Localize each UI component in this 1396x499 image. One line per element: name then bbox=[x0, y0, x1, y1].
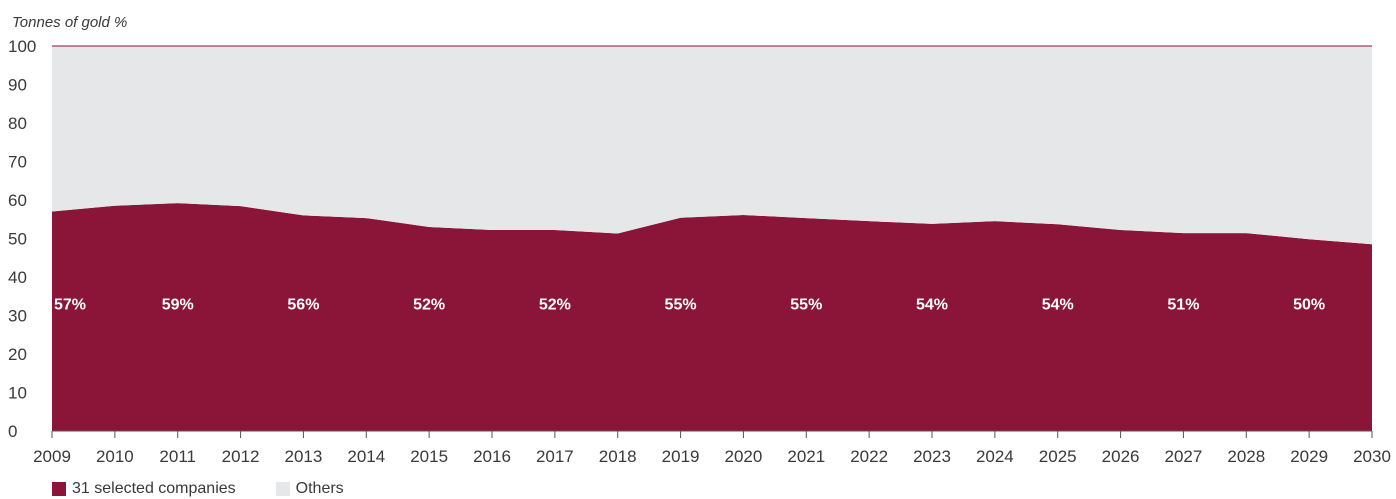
y-tick-label: 100 bbox=[8, 37, 36, 56]
data-label: 51% bbox=[1167, 297, 1199, 314]
data-label: 59% bbox=[162, 297, 194, 314]
x-tick-label: 2018 bbox=[599, 447, 637, 466]
y-tick-label: 30 bbox=[8, 307, 27, 326]
y-tick-label: 20 bbox=[8, 345, 27, 364]
data-label: 55% bbox=[790, 297, 822, 314]
legend-item-others: Others bbox=[275, 480, 344, 498]
data-label: 54% bbox=[1042, 297, 1074, 314]
x-tick-label: 2028 bbox=[1227, 447, 1265, 466]
data-label: 52% bbox=[539, 297, 571, 314]
data-label: 54% bbox=[916, 297, 948, 314]
legend-label-selected-companies: 31 selected companies bbox=[72, 480, 236, 497]
x-tick-label: 2030 bbox=[1353, 447, 1391, 466]
y-axis-unit-label: Tonnes of gold % bbox=[12, 14, 128, 31]
x-tick-label: 2016 bbox=[473, 447, 511, 466]
x-tick-label: 2023 bbox=[913, 447, 951, 466]
area-series-selected-companies bbox=[52, 203, 1372, 431]
y-tick-label: 0 bbox=[8, 422, 17, 441]
x-tick-label: 2011 bbox=[159, 447, 196, 466]
x-tick-label: 2013 bbox=[285, 447, 323, 466]
legend-swatch-selected-companies bbox=[52, 482, 66, 496]
x-tick-label: 2027 bbox=[1165, 447, 1203, 466]
y-tick-label: 70 bbox=[8, 153, 27, 172]
x-tick-label: 2022 bbox=[850, 447, 888, 466]
x-tick-label: 2009 bbox=[33, 447, 71, 466]
y-tick-label: 90 bbox=[8, 76, 27, 95]
data-label: 57% bbox=[54, 297, 86, 314]
data-label: 50% bbox=[1293, 297, 1325, 314]
y-tick-label: 60 bbox=[8, 191, 27, 210]
legend: 31 selected companies Others bbox=[52, 480, 384, 498]
x-tick-label: 2014 bbox=[347, 447, 385, 466]
x-tick-label: 2020 bbox=[725, 447, 763, 466]
data-label: 52% bbox=[413, 297, 445, 314]
legend-swatch-others bbox=[275, 482, 290, 496]
legend-label-others: Others bbox=[295, 480, 344, 497]
x-tick-label: 2021 bbox=[787, 447, 825, 466]
x-tick-label: 2019 bbox=[662, 447, 700, 466]
x-tick-label: 2026 bbox=[1102, 447, 1140, 466]
data-label: 55% bbox=[665, 297, 697, 314]
x-tick-label: 2029 bbox=[1290, 447, 1328, 466]
legend-item-selected-companies: 31 selected companies bbox=[52, 480, 236, 498]
y-tick-label: 40 bbox=[8, 268, 27, 287]
y-tick-label: 10 bbox=[8, 384, 27, 403]
x-tick-label: 2025 bbox=[1039, 447, 1077, 466]
x-tick-label: 2017 bbox=[536, 447, 574, 466]
y-tick-label: 80 bbox=[8, 114, 27, 133]
x-tick-label: 2015 bbox=[410, 447, 448, 466]
x-tick-label: 2024 bbox=[976, 447, 1014, 466]
x-tick-label: 2010 bbox=[96, 447, 134, 466]
y-tick-label: 50 bbox=[8, 230, 27, 249]
area-series-others bbox=[52, 46, 1372, 245]
data-label: 56% bbox=[287, 297, 319, 314]
x-tick-label: 2012 bbox=[222, 447, 260, 466]
